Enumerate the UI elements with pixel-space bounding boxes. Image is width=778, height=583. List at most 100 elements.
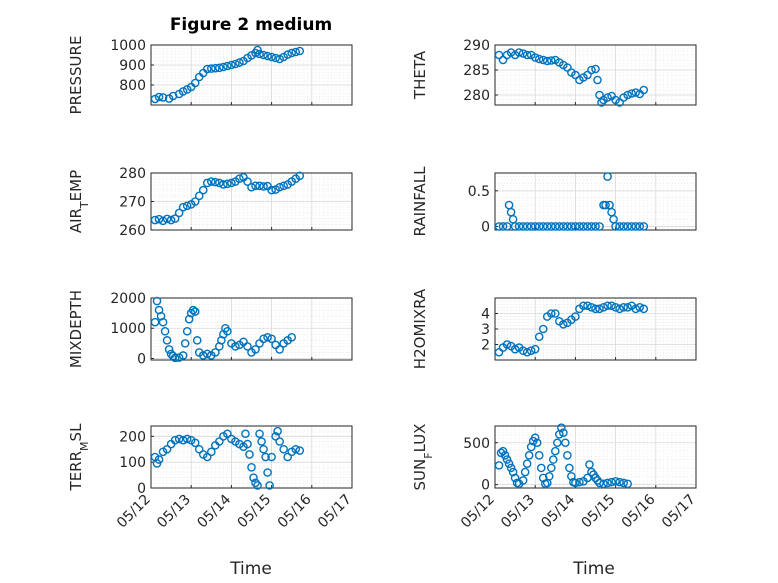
y-tick-label: 260	[119, 223, 146, 239]
data-point	[548, 455, 558, 464]
data-point	[518, 346, 528, 356]
data-point	[601, 200, 610, 210]
data-point	[154, 214, 164, 224]
data-point	[275, 437, 284, 446]
x-tick-label: 05/13	[498, 492, 538, 532]
data-point	[253, 481, 262, 490]
y-tick-label: 100	[119, 455, 146, 471]
data-point	[559, 320, 568, 329]
y-tick-label: 1000	[110, 38, 146, 54]
subplot-1: 800 900 1000 PRESSURE	[67, 36, 353, 114]
data-point	[524, 451, 534, 460]
x-tick-label: 05/17	[659, 492, 699, 532]
data-point	[247, 182, 256, 192]
data-point	[502, 340, 512, 349]
x-tick-label: 05/14	[538, 491, 578, 531]
data-point	[530, 344, 540, 354]
data-point	[279, 181, 288, 191]
data-point	[162, 336, 172, 345]
data-point	[593, 75, 602, 85]
data-point	[623, 222, 632, 231]
data-point	[504, 459, 514, 469]
figure-title: Figure 2 medium	[170, 15, 332, 35]
data-point	[194, 444, 204, 454]
data-point	[555, 222, 564, 231]
data-point	[245, 450, 254, 459]
y-tick-label: 0	[481, 219, 490, 235]
y-tick-label: 290	[463, 38, 490, 54]
data-point	[150, 317, 160, 327]
y-tick-label: 500	[463, 436, 490, 452]
data-point	[518, 476, 528, 485]
y-tick-label: 270	[119, 195, 146, 211]
data-point	[518, 49, 528, 58]
subplot-8: 0 500 05/12 05/13 05/14 05/15 05/16 05/17 SUNFLU…	[411, 423, 699, 532]
data-point	[520, 467, 530, 477]
data-point	[607, 477, 616, 487]
data-point	[279, 444, 288, 454]
data-point	[631, 222, 641, 231]
data-point	[211, 348, 220, 357]
data-point	[257, 437, 266, 446]
data-point	[275, 345, 284, 354]
data-point	[154, 455, 164, 464]
data-point	[243, 439, 252, 449]
data-point	[259, 50, 268, 60]
data-point	[275, 54, 284, 64]
data-point	[567, 222, 576, 231]
data-point	[211, 63, 220, 73]
data-point	[192, 336, 202, 345]
data-point	[559, 428, 568, 438]
data-point	[271, 53, 280, 63]
x-axis-label-right: Time	[572, 559, 615, 579]
data-point	[223, 179, 232, 189]
data-point	[639, 85, 649, 95]
data-point	[160, 326, 170, 336]
data-point	[494, 222, 504, 231]
data-point	[206, 177, 216, 186]
data-point	[259, 444, 268, 454]
data-point	[599, 479, 608, 489]
data-point	[551, 222, 560, 231]
x-tick-label: 05/15	[579, 492, 619, 532]
data-point	[536, 463, 546, 473]
data-point	[635, 222, 645, 231]
data-point	[211, 177, 220, 187]
data-point	[152, 296, 162, 306]
data-point	[154, 92, 164, 102]
data-point	[198, 351, 208, 360]
y-tick-label: 3	[481, 322, 490, 338]
data-point	[585, 460, 594, 469]
data-point	[522, 347, 532, 357]
data-point	[546, 222, 556, 231]
data-point	[530, 222, 540, 231]
data-point	[565, 463, 574, 473]
x-tick-label: 05/15	[235, 492, 275, 532]
data-point	[532, 438, 542, 448]
data-point	[291, 47, 301, 57]
data-point	[611, 476, 620, 486]
data-point	[631, 304, 641, 314]
data-point	[542, 56, 552, 66]
data-point	[639, 222, 649, 231]
data-point	[591, 64, 600, 74]
x-tick-label: 05/16	[619, 491, 659, 531]
data-point	[563, 222, 572, 231]
data-point	[182, 326, 192, 336]
data-point	[538, 222, 548, 231]
data-point	[571, 222, 580, 231]
data-point	[502, 222, 512, 231]
data-point	[287, 333, 297, 342]
y-axis-label-2: THETA	[411, 50, 429, 100]
data-point	[255, 181, 264, 191]
y-axis-label-8: SUNFLUX	[411, 424, 435, 491]
data-point	[538, 324, 548, 334]
data-point	[253, 45, 262, 55]
data-point	[508, 467, 518, 477]
data-point	[180, 339, 190, 348]
data-point	[526, 442, 536, 452]
data-point	[607, 301, 616, 311]
y-tick-label: 0.5	[468, 184, 490, 200]
data-point	[158, 93, 168, 102]
